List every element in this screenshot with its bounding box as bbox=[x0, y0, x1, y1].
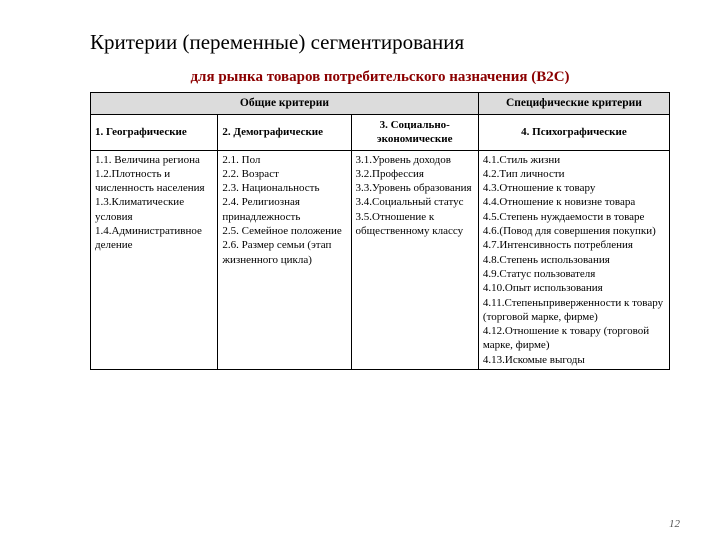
segmentation-table: Общие критерии Специфические критерии 1.… bbox=[90, 92, 670, 370]
page-number: 12 bbox=[669, 518, 680, 530]
list-item: 4.1.Стиль жизни bbox=[483, 153, 665, 167]
list-item: 4.13.Искомые выгоды bbox=[483, 353, 665, 367]
list-item: 4.9.Статус пользователя bbox=[483, 267, 665, 281]
list-item: 4.5.Степень нуждаемости в товаре bbox=[483, 210, 665, 224]
list-item: 3.1.Уровень доходов bbox=[356, 153, 474, 167]
list-item: 2.5. Семейное положение bbox=[222, 224, 346, 238]
list-item: 1.1. Величина региона bbox=[95, 153, 213, 167]
list-item: 1.3.Климатические условия bbox=[95, 195, 213, 224]
category-2: 2. Демографические bbox=[218, 114, 351, 150]
header-specific: Специфические критерии bbox=[478, 93, 669, 115]
list-item: 4.7.Интенсивность потребления bbox=[483, 238, 665, 252]
body-row: 1.1. Величина региона1.2.Плотность и чис… bbox=[91, 150, 670, 369]
list-item: 1.4.Административное деление bbox=[95, 224, 213, 253]
list-item: 2.4. Религиозная принадлежность bbox=[222, 195, 346, 224]
category-1: 1. Географические bbox=[91, 114, 218, 150]
category-row: 1. Географические 2. Демографические 3. … bbox=[91, 114, 670, 150]
list-item: 4.3.Отношение к товару bbox=[483, 181, 665, 195]
list-item: 3.4.Социальный статус bbox=[356, 195, 474, 209]
list-item: 4.8.Степень использования bbox=[483, 253, 665, 267]
list-item: 4.12.Отношение к товару (торговой марке,… bbox=[483, 324, 665, 353]
list-item: 2.6. Размер семьи (этап жизненного цикла… bbox=[222, 238, 346, 267]
header-row: Общие критерии Специфические критерии bbox=[91, 93, 670, 115]
category-4: 4. Психографические bbox=[478, 114, 669, 150]
list-item: 3.2.Профессия bbox=[356, 167, 474, 181]
list-item: 2.1. Пол bbox=[222, 153, 346, 167]
cell-col2: 2.1. Пол2.2. Возраст2.3. Национальность2… bbox=[218, 150, 351, 369]
list-item: 3.5.Отношение к общественному классу bbox=[356, 210, 474, 239]
cell-col4: 4.1.Стиль жизни4.2.Тип личности4.3.Отнош… bbox=[478, 150, 669, 369]
category-3: 3. Социально-экономические bbox=[351, 114, 478, 150]
cell-col3: 3.1.Уровень доходов3.2.Профессия3.3.Уров… bbox=[351, 150, 478, 369]
list-item: 4.4.Отношение к новизне товара bbox=[483, 195, 665, 209]
cell-col1: 1.1. Величина региона1.2.Плотность и чис… bbox=[91, 150, 218, 369]
list-item: 4.10.Опыт использования bbox=[483, 281, 665, 295]
list-item: 2.3. Национальность bbox=[222, 181, 346, 195]
page-subtitle: для рынка товаров потребительского назна… bbox=[90, 69, 670, 86]
list-item: 4.11.Степеньприверженности к товару (тор… bbox=[483, 296, 665, 325]
list-item: 3.3.Уровень образования bbox=[356, 181, 474, 195]
header-general: Общие критерии bbox=[91, 93, 479, 115]
list-item: 4.6.(Повод для совершения покупки) bbox=[483, 224, 665, 238]
list-item: 1.2.Плотность и численность населения bbox=[95, 167, 213, 196]
list-item: 4.2.Тип личности bbox=[483, 167, 665, 181]
list-item: 2.2. Возраст bbox=[222, 167, 346, 181]
page-title: Критерии (переменные) сегментирования bbox=[90, 30, 670, 55]
